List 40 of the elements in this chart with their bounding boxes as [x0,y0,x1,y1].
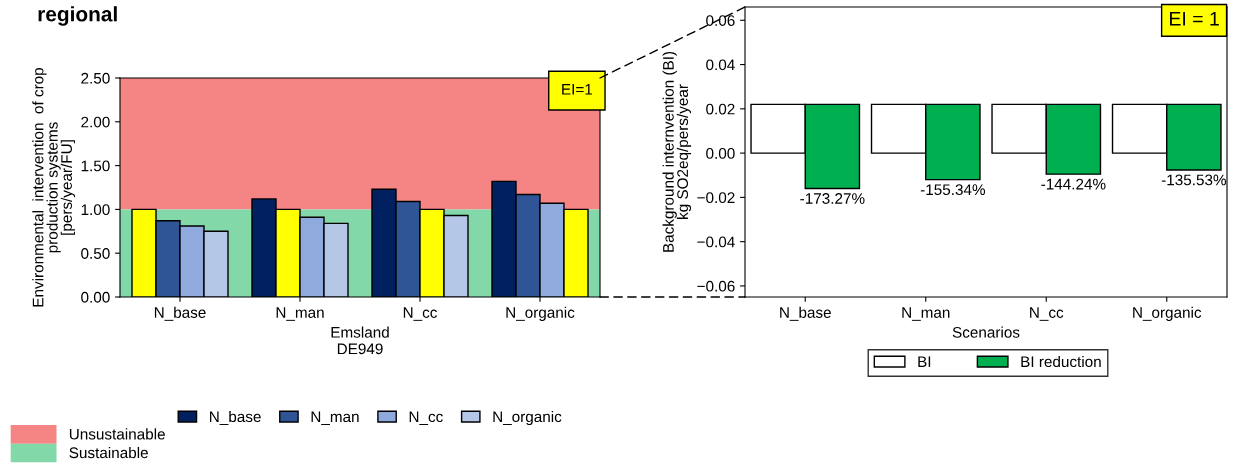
y-tick-label: 1.00 [81,204,110,216]
legend-label: N_organic [493,410,562,426]
legend-label: N_cc [409,411,443,425]
legend-label: BI reduction [1021,355,1101,368]
x-tick-label: N_cc [403,307,437,321]
legend-label: Sustainable [69,446,148,459]
y-tick-label: 0.50 [81,248,110,259]
legend-label: Unsustainable [69,428,165,440]
x-tick-label: N_man [902,307,950,321]
y-axis-title: Background internvention (BI) kg SO2eq/pers/year [662,51,692,252]
legend-label: N_base [210,410,261,425]
y-tick-label: 1.50 [81,160,110,172]
y-tick-label: 0.00 [81,291,110,303]
y-tick-label: 2.00 [81,116,110,128]
chart-title: regional [38,6,117,26]
y-axis-title: Environmental intervention of crop production systems [pers/year/FU] [32,67,75,307]
y-tick-label: 0.06 [706,15,735,26]
x-tick-label: N_man [276,307,324,321]
y-tick-label: −0.02 [697,192,735,204]
legend-label: N_man [311,411,359,425]
legend-label: BI [918,356,931,367]
y-tick-label: −0.04 [697,236,735,248]
x-axis-title: Scenarios [952,326,1020,338]
annotation: -173.27% [800,193,865,204]
annotation: -144.24% [1041,178,1106,190]
annotation: -135.53% [1161,174,1227,186]
annotation: EI = 1 [1170,12,1219,26]
annotation: EI=1 [562,84,593,95]
y-tick-label: −0.06 [697,280,735,292]
y-tick-label: 2.50 [81,72,110,84]
x-tick-label: N_cc [1030,307,1064,321]
x-tick-label: N_base [154,306,206,321]
y-tick-label: 0.02 [706,103,735,115]
y-tick-label: 0.00 [706,147,735,159]
x-tick-label: N_base [780,306,831,321]
x-tick-label: N_organic [506,306,575,321]
annotation: -155.34% [920,184,986,196]
y-tick-label: 0.04 [706,59,735,71]
x-tick-label: N_organic [1133,306,1202,321]
x-axis-title: Emsland DE949 [331,326,389,355]
